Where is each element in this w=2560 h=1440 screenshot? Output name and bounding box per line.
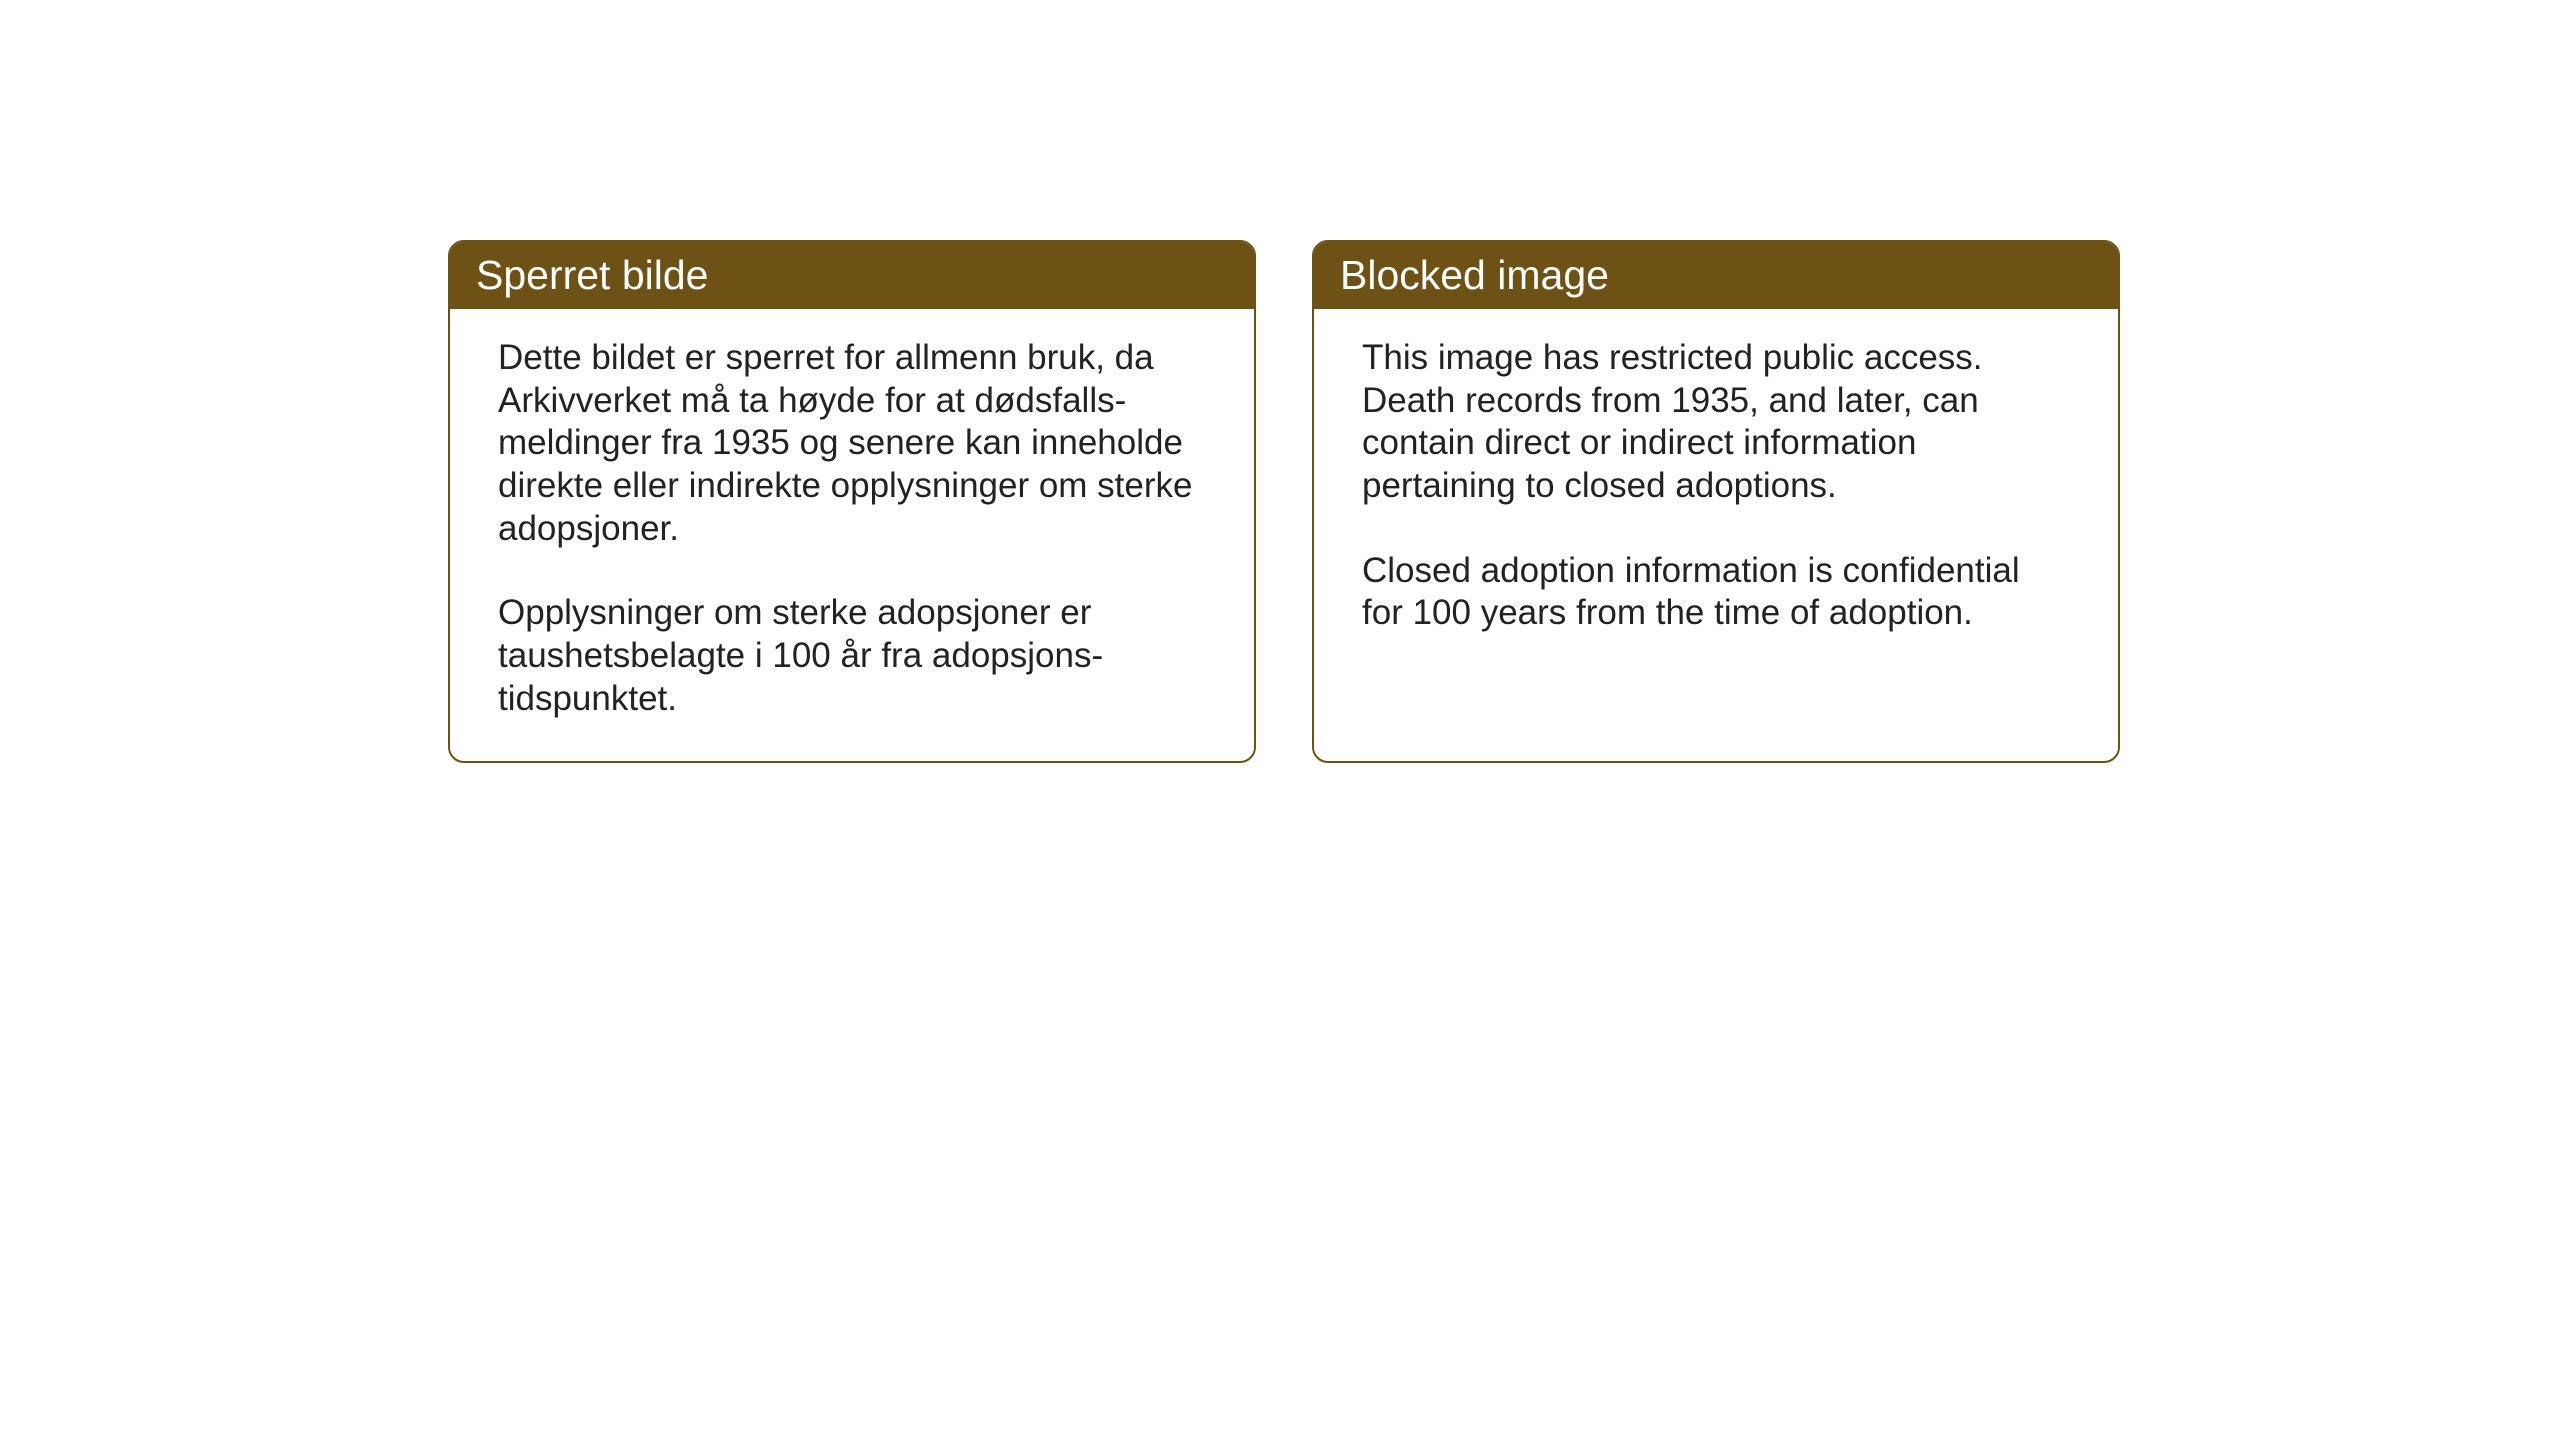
card-body-norwegian: Dette bildet er sperret for allmenn bruk… [450, 309, 1254, 761]
card-paragraph-2-english: Closed adoption information is confident… [1362, 550, 2070, 635]
notice-cards-container: Sperret bilde Dette bildet er sperret fo… [448, 240, 2120, 763]
notice-card-english: Blocked image This image has restricted … [1312, 240, 2120, 763]
card-header-norwegian: Sperret bilde [450, 242, 1254, 309]
card-body-english: This image has restricted public access.… [1314, 309, 2118, 749]
card-title-norwegian: Sperret bilde [476, 252, 708, 298]
card-paragraph-1-norwegian: Dette bildet er sperret for allmenn bruk… [498, 337, 1206, 550]
card-paragraph-1-english: This image has restricted public access.… [1362, 337, 2070, 508]
card-paragraph-2-norwegian: Opplysninger om sterke adopsjoner er tau… [498, 592, 1206, 720]
card-header-english: Blocked image [1314, 242, 2118, 309]
notice-card-norwegian: Sperret bilde Dette bildet er sperret fo… [448, 240, 1256, 763]
card-title-english: Blocked image [1340, 252, 1609, 298]
